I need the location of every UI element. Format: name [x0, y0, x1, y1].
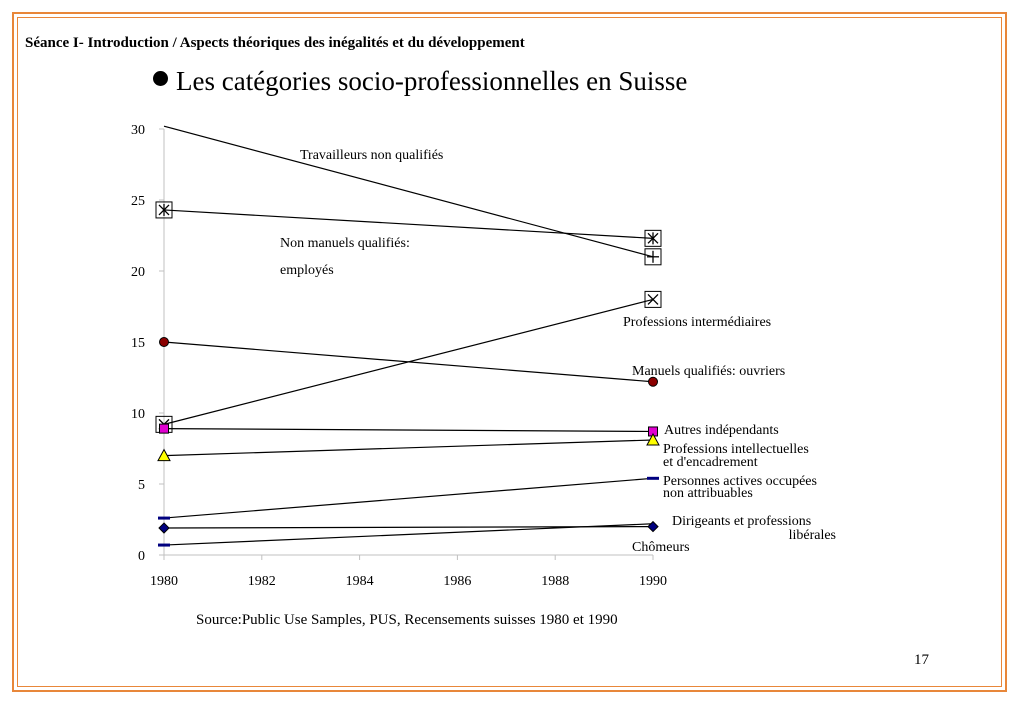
- series-3-marker: [159, 337, 169, 347]
- series-1-marker-box: [644, 229, 662, 247]
- slide-title: Les catégories socio-professionnelles en…: [176, 66, 688, 96]
- series-3-marker: [648, 376, 658, 387]
- series-4-line: [163, 428, 654, 433]
- x-tick-label: 1990: [639, 574, 667, 589]
- series-6-marker: [647, 476, 659, 480]
- bullet-icon: [153, 71, 168, 86]
- y-tick-label: 25: [131, 194, 145, 209]
- series-label: Travailleurs non qualifiés: [300, 148, 443, 163]
- series-0-line: [163, 125, 654, 258]
- x-tick-label: 1984: [346, 574, 374, 589]
- series-label: Personnes actives occupées: [663, 474, 817, 489]
- y-tick-label: 20: [131, 265, 145, 280]
- course-header: Séance I- Introduction / Aspects théoriq…: [25, 35, 525, 51]
- series-6-line: [163, 477, 654, 519]
- slide-frame-inner: [17, 17, 1002, 687]
- series-1-marker-d2: [647, 232, 659, 244]
- series-2-marker-d2: [647, 293, 659, 305]
- series-label: Dirigeants et professions: [672, 514, 811, 529]
- series-label: et d'encadrement: [663, 455, 758, 470]
- y-tick-label: 30: [131, 123, 145, 138]
- series-2-marker-box: [644, 290, 662, 308]
- series-5-line: [163, 439, 654, 457]
- page-number: 17: [914, 652, 929, 668]
- series-7-marker: [647, 520, 659, 533]
- series-1-marker-d2: [158, 204, 170, 216]
- series-8-marker: [158, 543, 170, 547]
- series-label: Professions intellectuelles: [663, 442, 809, 457]
- series-4-marker: [159, 423, 169, 434]
- y-tick-label: 15: [131, 336, 145, 351]
- series-label: non attribuables: [663, 486, 753, 501]
- series-label: libérales: [789, 528, 836, 543]
- series-label: Chômeurs: [632, 540, 690, 555]
- series-0-marker-box: [644, 248, 662, 266]
- series-6-marker: [158, 516, 170, 520]
- x-tick-label: 1986: [443, 574, 471, 589]
- slide-frame-outer: [12, 12, 1007, 692]
- series-5-marker: [646, 432, 660, 446]
- series-5-marker: [157, 448, 171, 462]
- series-label: Autres indépendants: [664, 423, 779, 438]
- series-label: employés: [280, 263, 334, 278]
- x-tick-label: 1988: [541, 574, 569, 589]
- y-tick-label: 10: [131, 407, 145, 422]
- x-tick-label: 1982: [248, 574, 276, 589]
- y-tick-label: 5: [138, 478, 145, 493]
- series-7-marker: [158, 522, 170, 534]
- series-1-marker-box: [155, 201, 173, 219]
- series-label: Non manuels qualifiés:: [280, 236, 410, 251]
- source-note: Source:Public Use Samples, PUS, Recensem…: [196, 612, 618, 628]
- y-tick-label: 0: [138, 549, 145, 564]
- x-tick-label: 1980: [150, 574, 178, 589]
- series-1-line: [163, 209, 654, 239]
- series-3-line: [163, 341, 654, 383]
- slide-title-row: Les catégories socio-professionnelles en…: [153, 66, 687, 97]
- series-label: Manuels qualifiés: ouvriers: [632, 364, 785, 379]
- series-label: Professions intermédiaires: [623, 315, 771, 330]
- series-8-line: [163, 523, 654, 546]
